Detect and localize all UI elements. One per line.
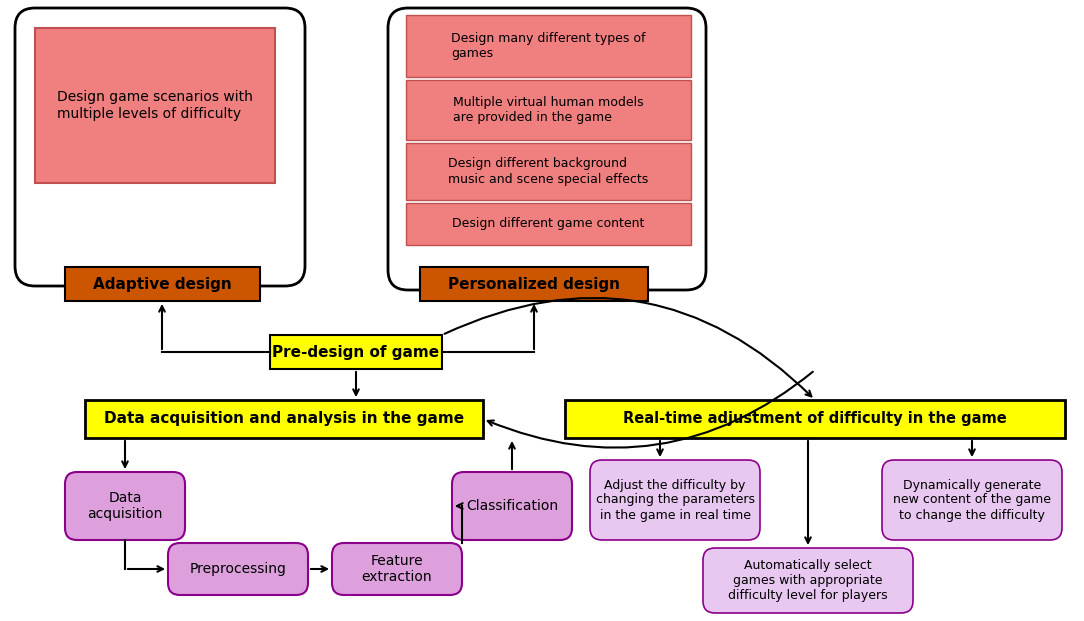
- FancyBboxPatch shape: [168, 543, 308, 595]
- Text: Multiple virtual human models
are provided in the game: Multiple virtual human models are provid…: [453, 96, 644, 124]
- FancyBboxPatch shape: [406, 15, 691, 77]
- Text: Data
acquisition: Data acquisition: [88, 491, 163, 521]
- FancyBboxPatch shape: [65, 472, 185, 540]
- FancyBboxPatch shape: [406, 80, 691, 140]
- Text: Feature
extraction: Feature extraction: [362, 554, 433, 584]
- Text: Real-time adjustment of difficulty in the game: Real-time adjustment of difficulty in th…: [623, 412, 1007, 427]
- FancyBboxPatch shape: [406, 203, 691, 245]
- Text: Adaptive design: Adaptive design: [93, 276, 232, 291]
- FancyBboxPatch shape: [35, 28, 275, 183]
- Text: Adjust the difficulty by
changing the parameters
in the game in real time: Adjust the difficulty by changing the pa…: [595, 479, 754, 522]
- Text: Design game scenarios with
multiple levels of difficulty: Design game scenarios with multiple leve…: [57, 91, 253, 120]
- FancyBboxPatch shape: [406, 143, 691, 200]
- Text: Dynamically generate
new content of the game
to change the difficulty: Dynamically generate new content of the …: [893, 479, 1051, 522]
- Text: Design different background
music and scene special effects: Design different background music and sc…: [449, 158, 648, 186]
- Text: Design different game content: Design different game content: [452, 217, 645, 230]
- Text: Classification: Classification: [466, 499, 558, 513]
- FancyBboxPatch shape: [65, 267, 260, 301]
- FancyBboxPatch shape: [85, 400, 483, 438]
- Text: Personalized design: Personalized design: [448, 276, 620, 291]
- FancyBboxPatch shape: [420, 267, 648, 301]
- FancyBboxPatch shape: [452, 472, 572, 540]
- FancyBboxPatch shape: [332, 543, 462, 595]
- Text: Pre-design of game: Pre-design of game: [272, 345, 440, 360]
- Text: Automatically select
games with appropriate
difficulty level for players: Automatically select games with appropri…: [728, 559, 888, 602]
- FancyBboxPatch shape: [15, 8, 305, 286]
- FancyBboxPatch shape: [388, 8, 706, 290]
- FancyBboxPatch shape: [882, 460, 1062, 540]
- FancyBboxPatch shape: [590, 460, 760, 540]
- FancyBboxPatch shape: [704, 548, 913, 613]
- Text: Data acquisition and analysis in the game: Data acquisition and analysis in the gam…: [104, 412, 464, 427]
- FancyBboxPatch shape: [565, 400, 1064, 438]
- Text: Design many different types of
games: Design many different types of games: [451, 32, 646, 60]
- Text: Preprocessing: Preprocessing: [190, 562, 286, 576]
- FancyBboxPatch shape: [270, 335, 442, 369]
